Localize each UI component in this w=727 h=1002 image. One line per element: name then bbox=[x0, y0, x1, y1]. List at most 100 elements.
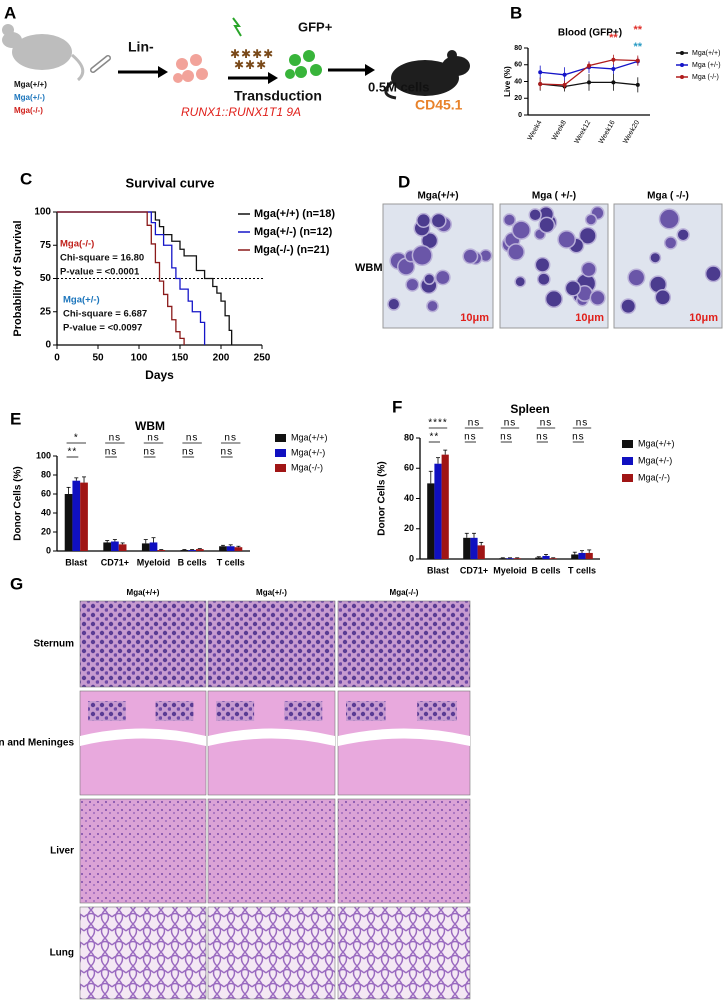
chart bbox=[53, 211, 264, 349]
legend-marker bbox=[680, 51, 684, 55]
significance-label: ns bbox=[576, 418, 589, 429]
y-tick-label: 0 bbox=[45, 340, 51, 351]
point bbox=[635, 58, 640, 63]
cell bbox=[514, 275, 527, 288]
svg-text:✱✱✱: ✱✱✱ bbox=[234, 58, 267, 72]
y-tick-label: 80 bbox=[514, 45, 522, 52]
tissue-gap bbox=[208, 728, 335, 746]
x-tick-label: Myeloid bbox=[493, 565, 527, 575]
cell bbox=[502, 213, 517, 227]
bar bbox=[470, 537, 478, 559]
cell bbox=[564, 280, 582, 297]
legend-label: Mga(+/-) bbox=[638, 455, 672, 465]
legend-marker bbox=[680, 63, 684, 67]
significance-label: ns bbox=[504, 418, 517, 429]
bar bbox=[72, 480, 81, 551]
x-tick-label: 100 bbox=[131, 353, 148, 364]
panel-letter: E bbox=[10, 409, 21, 428]
legend-marker bbox=[680, 75, 684, 79]
x-tick-label: Week4 bbox=[527, 119, 544, 141]
y-axis-label: Live (%) bbox=[503, 66, 512, 97]
y-tick-label: 20 bbox=[514, 95, 522, 102]
y-tick-label: 60 bbox=[41, 488, 51, 498]
point bbox=[635, 82, 640, 87]
significance-label: ns bbox=[105, 447, 118, 458]
significance-label: ns bbox=[464, 432, 477, 443]
cell bbox=[676, 228, 690, 242]
histology-image bbox=[207, 906, 336, 1000]
legend-label: Mga(-/-) (n=21) bbox=[254, 244, 330, 256]
x-tick-label: 150 bbox=[172, 353, 189, 364]
significance-label: ns bbox=[186, 433, 199, 444]
annotation: Chi-square = 6.687 bbox=[63, 309, 147, 320]
significance-label: ** bbox=[68, 447, 78, 458]
schematic-label: Lin- bbox=[128, 39, 154, 55]
x-tick-label: Blast bbox=[65, 557, 87, 567]
cell bbox=[416, 212, 432, 228]
genotype-label: Mga(+/-) bbox=[14, 93, 45, 102]
bar bbox=[477, 545, 485, 559]
x-tick-label: CD71+ bbox=[460, 565, 488, 575]
histology-image bbox=[337, 906, 471, 1000]
bar bbox=[585, 552, 593, 559]
chart-title: Survival curve bbox=[126, 175, 215, 190]
y-tick-label: 25 bbox=[40, 306, 52, 317]
bar bbox=[506, 558, 514, 559]
point bbox=[587, 80, 591, 85]
histology-image bbox=[79, 906, 207, 1000]
y-tick-label: 100 bbox=[34, 207, 51, 218]
histology-image bbox=[79, 600, 207, 688]
survival-curve bbox=[57, 211, 233, 345]
bar bbox=[80, 482, 88, 551]
panel-letter: C bbox=[20, 169, 32, 188]
bar bbox=[578, 552, 586, 559]
bar bbox=[149, 542, 158, 551]
significance-annotation: ** bbox=[609, 32, 618, 44]
bar bbox=[195, 549, 204, 551]
panel-letter: B bbox=[510, 3, 522, 22]
y-tick-label: 40 bbox=[514, 78, 522, 85]
cell bbox=[544, 289, 563, 309]
schematic-label: CD45.1 bbox=[415, 97, 463, 113]
legend-swatch bbox=[622, 474, 633, 482]
bar bbox=[427, 483, 435, 559]
significance-label: ns bbox=[536, 432, 549, 443]
y-tick-label: 60 bbox=[404, 463, 414, 473]
y-axis-label: Donor Cells (%) bbox=[13, 466, 24, 540]
y-axis-label: Probability of Survival bbox=[12, 220, 24, 336]
y-tick-label: 80 bbox=[404, 432, 414, 442]
legend-swatch bbox=[275, 449, 286, 457]
cell bbox=[584, 213, 598, 226]
significance-annotation: ** bbox=[634, 41, 643, 53]
significance-label: ns bbox=[572, 432, 585, 443]
cell bbox=[654, 289, 672, 306]
x-tick-label: Week12 bbox=[573, 119, 592, 145]
cell bbox=[430, 212, 447, 229]
bar bbox=[226, 546, 235, 551]
annotation: P-value = <0.0001 bbox=[60, 267, 140, 278]
x-axis-label: Days bbox=[145, 368, 174, 382]
tissue-gap bbox=[80, 728, 206, 746]
significance-label: ns bbox=[143, 447, 156, 458]
x-tick-label: Week8 bbox=[551, 119, 568, 141]
y-tick-label: 20 bbox=[41, 526, 51, 536]
significance-annotation: ** bbox=[634, 24, 643, 36]
legend-label: Mga(-/-) bbox=[291, 462, 323, 472]
histology-image bbox=[207, 798, 336, 904]
x-tick-label: B cells bbox=[178, 557, 207, 567]
cell bbox=[423, 273, 436, 285]
point bbox=[538, 70, 543, 75]
survival-curve bbox=[57, 211, 185, 345]
cell bbox=[426, 299, 439, 313]
cell bbox=[507, 243, 525, 261]
bar bbox=[118, 544, 127, 551]
legend-label: Mga(+/+) bbox=[291, 432, 328, 442]
significance-label: ns bbox=[221, 447, 234, 458]
bar bbox=[571, 554, 579, 559]
chart-title: Spleen bbox=[510, 402, 549, 416]
significance-label: ns bbox=[224, 433, 237, 444]
legend-swatch bbox=[622, 440, 633, 448]
point bbox=[538, 82, 543, 87]
legend-label: Mga(+/-) (n=12) bbox=[254, 226, 333, 238]
point bbox=[587, 63, 591, 68]
